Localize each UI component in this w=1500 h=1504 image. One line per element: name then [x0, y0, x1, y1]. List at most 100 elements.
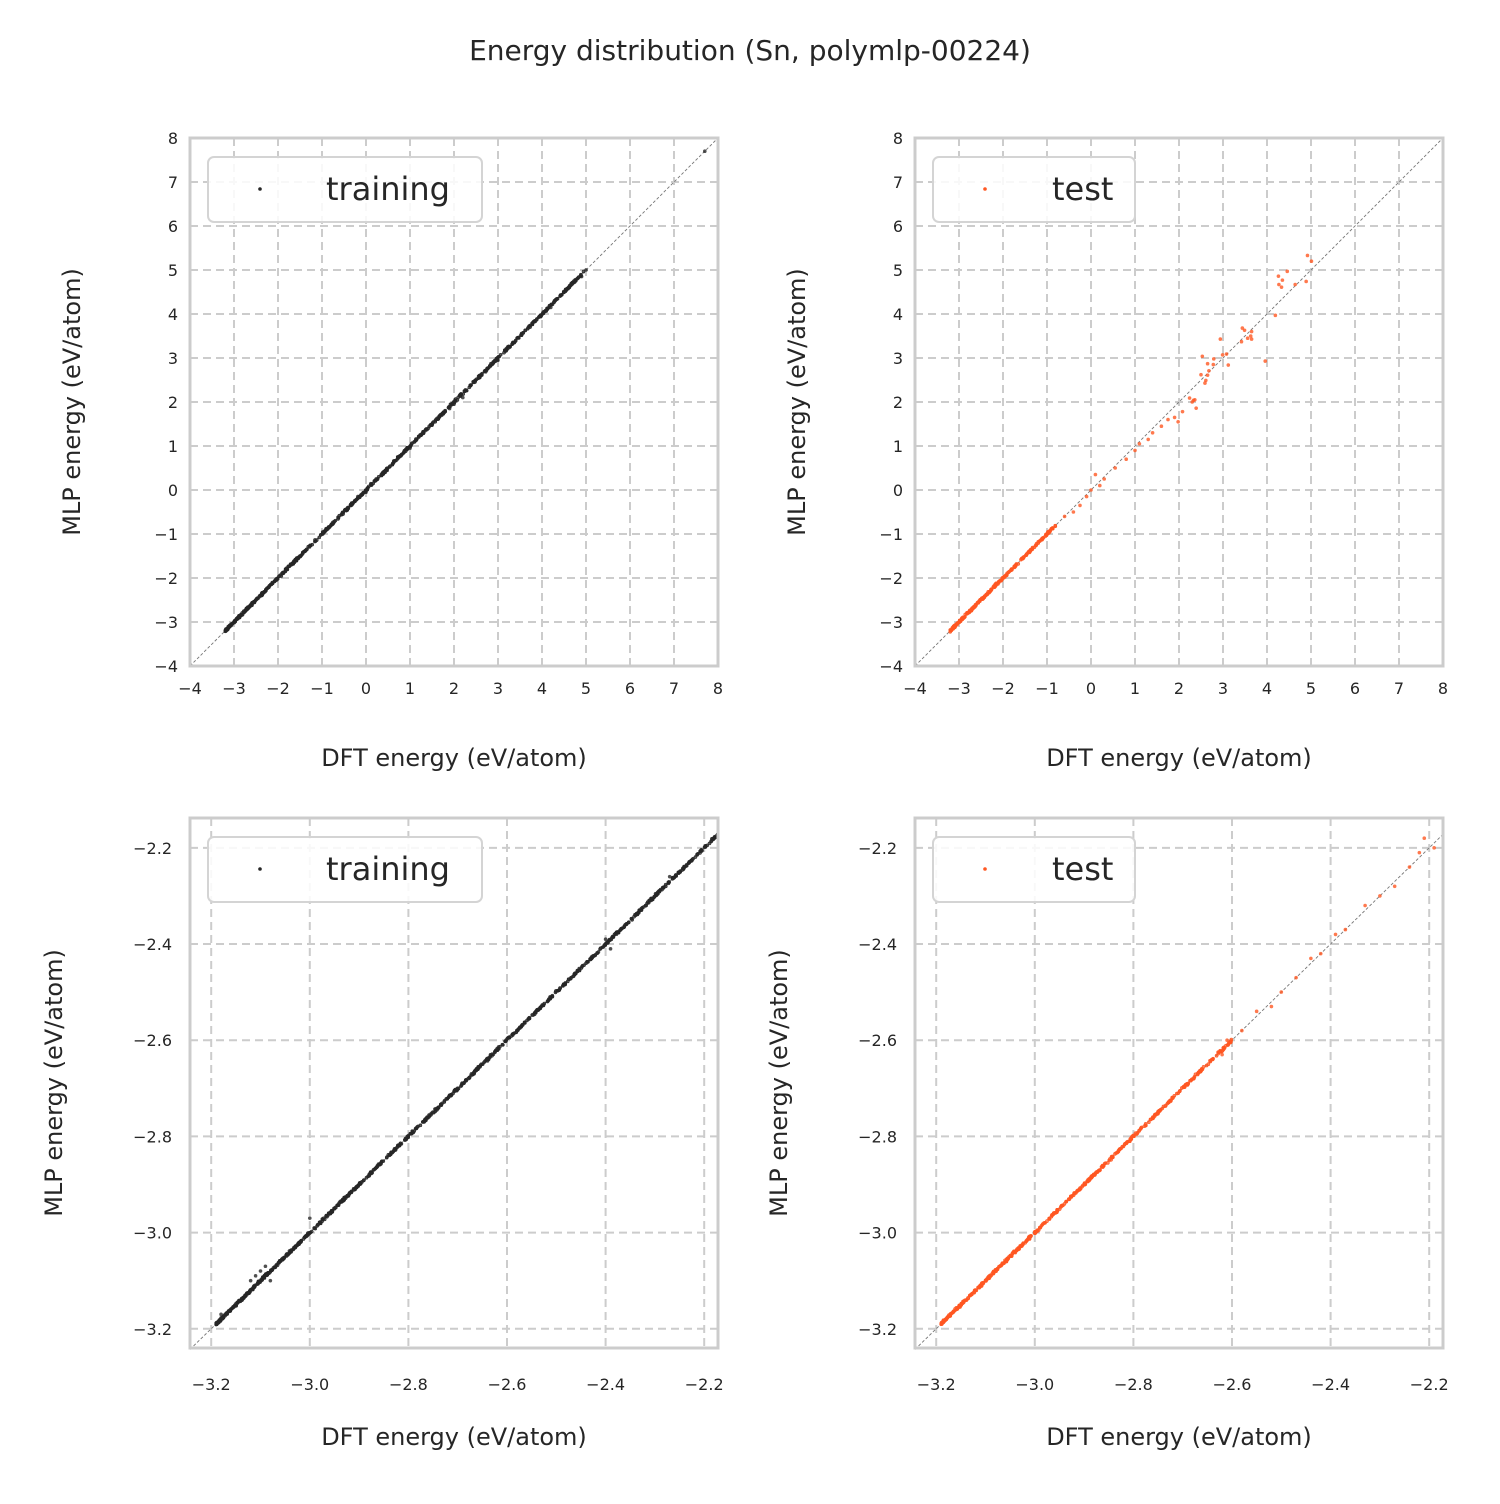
data-point [940, 1322, 944, 1326]
data-point [485, 366, 490, 371]
data-point [993, 1267, 998, 1272]
y-tick-label: −2.2 [858, 839, 897, 858]
data-point [1155, 1111, 1160, 1115]
data-point [1043, 1221, 1047, 1225]
x-tick-label: −2 [991, 679, 1015, 698]
y-tick-label: 4 [893, 305, 903, 324]
data-point [236, 615, 241, 620]
data-point [1422, 836, 1427, 840]
x-tick-label: 6 [1350, 679, 1360, 698]
data-point [1225, 1038, 1229, 1042]
y-tick-label: 5 [168, 261, 178, 280]
data-point [721, 828, 724, 831]
data-point [563, 287, 568, 292]
data-point [523, 1021, 527, 1025]
data-point [510, 1032, 515, 1036]
legend-label: training [326, 170, 450, 208]
data-point [413, 438, 418, 443]
y-tick-label: 7 [168, 173, 178, 192]
data-point [1172, 415, 1177, 420]
data-point [402, 449, 407, 454]
y-tick-label: −2.6 [858, 1031, 897, 1050]
y-tick-label: −2.8 [858, 1127, 897, 1146]
data-point [1062, 514, 1067, 519]
data-point [399, 1142, 404, 1146]
data-point [1333, 932, 1338, 937]
data-point [253, 1274, 258, 1278]
axes-bottom-left: −3.2 −3.0 −2.8 −2.6 −2.4 −2.2 −3.2 −3.0 −2.8 −2.6… [40, 816, 724, 1451]
data-point [414, 1126, 418, 1130]
data-point [1248, 334, 1253, 338]
data-point [1452, 822, 1456, 826]
x-tick-label: −3.2 [192, 1375, 231, 1394]
data-point [1254, 1009, 1259, 1014]
data-point [1277, 282, 1281, 287]
data-point [584, 961, 588, 966]
data-point [547, 997, 551, 1001]
data-point [459, 392, 463, 396]
data-point [259, 1278, 263, 1283]
data-point [1220, 353, 1225, 357]
data-point [448, 402, 453, 407]
data-point [341, 1197, 346, 1202]
data-point [569, 282, 574, 287]
data-point [1164, 1103, 1168, 1108]
data-point [1221, 1046, 1226, 1051]
data-point [698, 849, 703, 853]
data-point [535, 1008, 540, 1012]
data-point [440, 411, 445, 416]
data-point [333, 518, 338, 523]
data-point [423, 1117, 428, 1121]
data-point [408, 446, 412, 451]
data-point [1318, 951, 1323, 956]
data-point [520, 1022, 525, 1027]
data-point [320, 1217, 325, 1221]
data-point [1050, 526, 1055, 530]
y-tick-label: 2 [893, 393, 903, 412]
y-tick-label: −3 [879, 613, 903, 632]
data-point [1019, 1244, 1023, 1249]
data-point [1005, 571, 1009, 576]
data-point [469, 383, 473, 387]
data-point [1249, 337, 1254, 341]
data-point [477, 375, 482, 379]
scatter-points [223, 149, 707, 634]
data-point [1071, 510, 1076, 514]
x-tick-label: −3.0 [1015, 1375, 1054, 1394]
data-point [1176, 420, 1180, 424]
x-tick-label: −3 [947, 679, 971, 698]
x-tick-label: −3.2 [917, 1375, 956, 1394]
data-point [1218, 1049, 1222, 1054]
data-point [246, 605, 250, 609]
axes-top-left: −4 −3 −2 −1 0 1 2 3 4 5 6 7 8 −4 −3 −2 −1 0 1 2 3 4 5 6 7 8 DFT en… [58, 129, 723, 772]
data-point [988, 1273, 992, 1278]
data-point [411, 1130, 416, 1135]
data-point [248, 1288, 253, 1292]
data-point [1242, 328, 1247, 333]
data-point [1205, 373, 1210, 377]
legend-marker [258, 867, 262, 871]
data-point [375, 1164, 380, 1169]
data-point [337, 1201, 341, 1206]
data-point [267, 585, 271, 589]
data-point [678, 870, 682, 874]
data-point [1132, 1134, 1136, 1139]
data-point [233, 619, 237, 624]
x-tick-label: 1 [1130, 679, 1140, 698]
data-point [1127, 1139, 1131, 1144]
data-point [608, 947, 613, 951]
data-point [321, 531, 325, 536]
data-point [330, 1209, 334, 1214]
axes-frame [188, 816, 720, 1350]
x-tick-label: −1 [1035, 679, 1059, 698]
data-point [1207, 368, 1211, 373]
data-point [307, 545, 312, 549]
data-point [1199, 372, 1203, 377]
x-axis-label: DFT energy (eV/atom) [321, 1423, 587, 1451]
y-tick-label: −2.8 [133, 1127, 172, 1146]
data-point [1239, 339, 1244, 344]
data-point [430, 421, 435, 425]
data-point [1023, 1241, 1027, 1245]
data-point [219, 1312, 223, 1317]
data-point [555, 989, 560, 993]
